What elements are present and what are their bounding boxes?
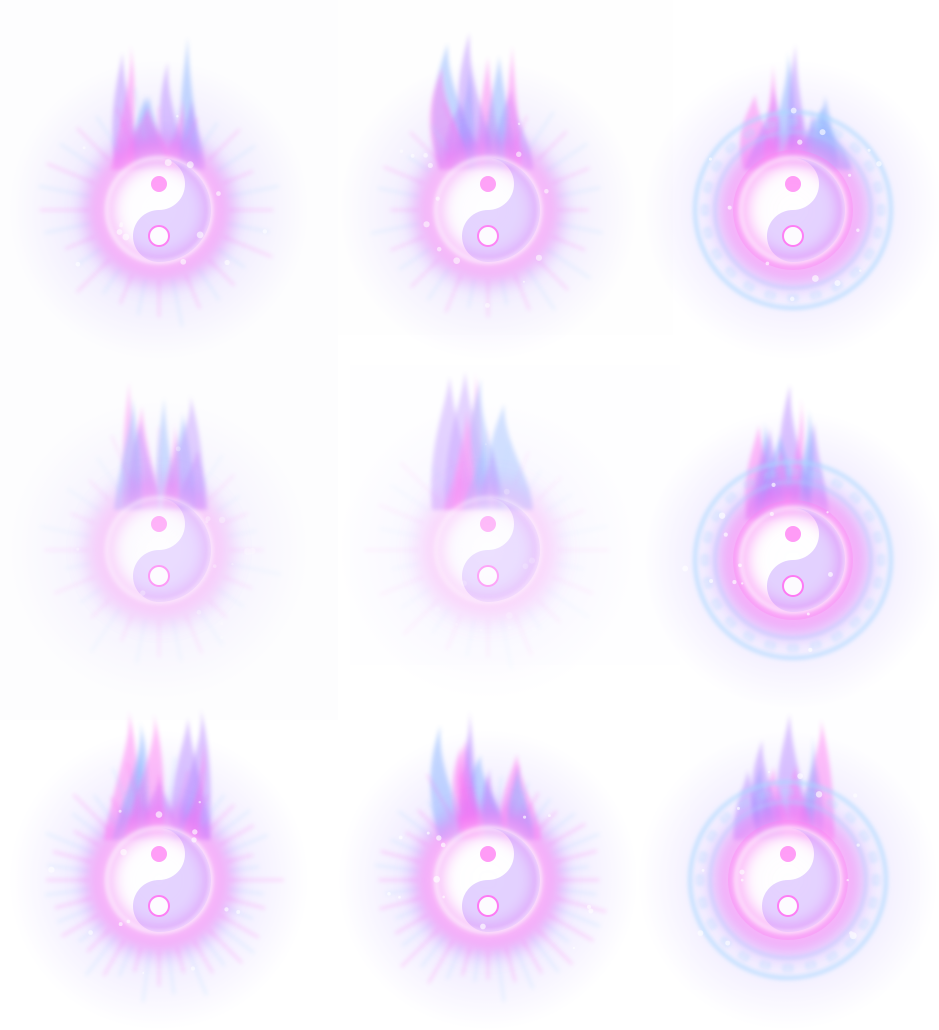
effect-frame-6 bbox=[643, 370, 939, 710]
rune-circle-flame-icon bbox=[643, 384, 939, 710]
yin-yang-orb-burst-icon bbox=[9, 707, 309, 1030]
effect-frame-7 bbox=[9, 690, 339, 1030]
yin-yang-orb-burst-icon bbox=[338, 710, 638, 1030]
effect-frame-2 bbox=[338, 20, 668, 360]
yin-yang-orb-fading-icon bbox=[338, 370, 638, 700]
effect-frame-5 bbox=[338, 360, 668, 700]
effect-frame-9 bbox=[638, 690, 939, 1030]
effect-frame-1 bbox=[9, 20, 339, 360]
yin-yang-orb-icon bbox=[9, 36, 309, 360]
rune-circle-flame-icon bbox=[638, 713, 938, 1030]
effect-frame-8 bbox=[338, 690, 668, 1030]
yin-yang-orb-fading-icon bbox=[9, 381, 309, 700]
effect-frame-4 bbox=[9, 360, 339, 700]
rune-circle-flame-icon bbox=[643, 44, 939, 360]
effect-frame-3 bbox=[643, 20, 939, 360]
yin-yang-orb-icon bbox=[338, 32, 638, 360]
